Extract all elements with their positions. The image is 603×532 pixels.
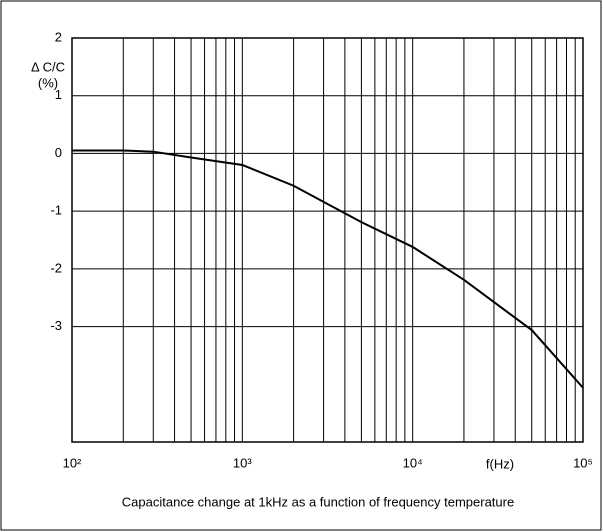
y-axis-label: Δ C/C	[31, 59, 65, 74]
x-axis-label: f(Hz)	[486, 456, 514, 471]
line	[72, 149, 584, 389]
y-tick-label: -3	[50, 318, 62, 333]
x-tick-label: 10⁵	[573, 455, 593, 470]
plot-border	[71, 37, 584, 443]
caption: Capacitance change at 1kHz as a function…	[122, 494, 514, 509]
y-tick-label: -2	[50, 260, 62, 275]
y-tick-label: 2	[55, 29, 62, 44]
y-tick-label: -1	[50, 203, 62, 218]
x-tick-label: 10³	[233, 455, 252, 470]
y-axis-label: (%)	[38, 75, 58, 90]
x-tick-label: 10⁴	[403, 455, 423, 470]
x-tick-label: 10²	[63, 455, 82, 470]
y-tick-label: 1	[55, 87, 62, 102]
y-tick-label: 0	[55, 145, 62, 160]
